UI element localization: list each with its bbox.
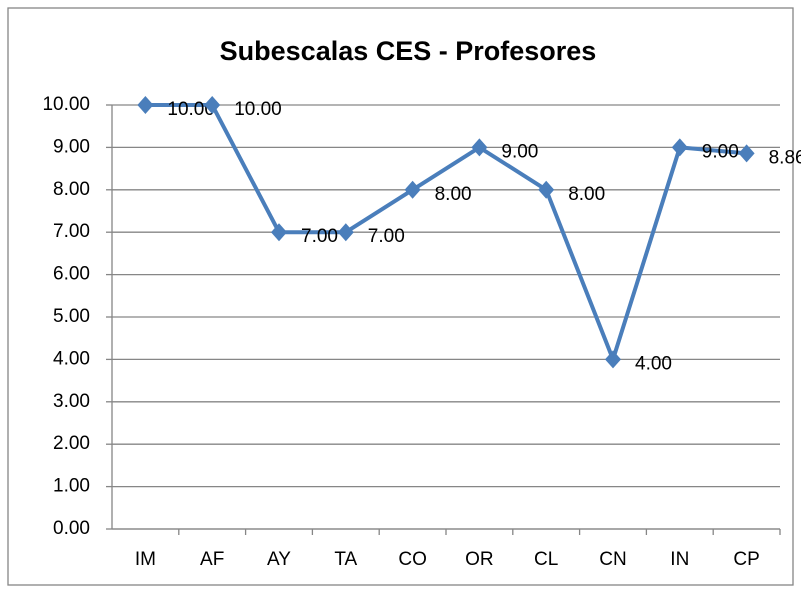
y-tick-label: 7.00 <box>53 221 90 242</box>
x-tick-label: CO <box>398 549 427 570</box>
marker <box>271 223 287 242</box>
data-label: 8.00 <box>435 184 472 205</box>
y-tick-label: 2.00 <box>53 433 90 454</box>
x-tick-label: OR <box>465 549 494 570</box>
data-label: 9.00 <box>702 141 739 162</box>
x-tick-label: AF <box>200 549 224 570</box>
y-tick-label: 0.00 <box>53 518 90 539</box>
data-label: 7.00 <box>368 226 405 247</box>
data-label: 8.00 <box>568 184 605 205</box>
marker <box>671 138 688 157</box>
x-tick-label: IN <box>670 549 689 570</box>
data-label: 10.00 <box>234 99 282 120</box>
series-line <box>145 103 747 362</box>
marker <box>605 350 621 369</box>
y-tick-label: 3.00 <box>53 391 90 412</box>
y-tick-label: 6.00 <box>53 264 90 285</box>
data-label: 8.86 <box>769 147 801 168</box>
marker <box>538 180 555 199</box>
x-tick-label: CN <box>599 549 626 570</box>
y-tick-label: 10.00 <box>42 94 90 115</box>
data-label: 10.00 <box>167 99 215 120</box>
x-tick-label: AY <box>267 549 291 570</box>
x-tick-label: CL <box>534 549 558 570</box>
marker <box>204 96 221 114</box>
chart-title: Subescalas CES - Profesores <box>220 36 597 66</box>
data-label: 9.00 <box>501 141 538 162</box>
y-tick-label: 5.00 <box>53 306 90 327</box>
data-label: 7.00 <box>301 226 338 247</box>
data-label: 4.00 <box>635 353 672 374</box>
x-tick-label: CP <box>733 549 759 570</box>
y-tick-label: 1.00 <box>53 476 90 497</box>
marker <box>404 180 421 199</box>
x-tick-label: IM <box>135 549 156 570</box>
x-tick-label: TA <box>334 549 357 570</box>
marker <box>738 144 755 163</box>
y-tick-label: 8.00 <box>53 179 90 200</box>
marker <box>337 223 354 242</box>
y-tick-label: 4.00 <box>53 348 90 369</box>
chart-border <box>7 7 794 586</box>
marker <box>137 96 154 114</box>
marker <box>471 138 488 157</box>
y-tick-label: 9.00 <box>53 136 90 157</box>
